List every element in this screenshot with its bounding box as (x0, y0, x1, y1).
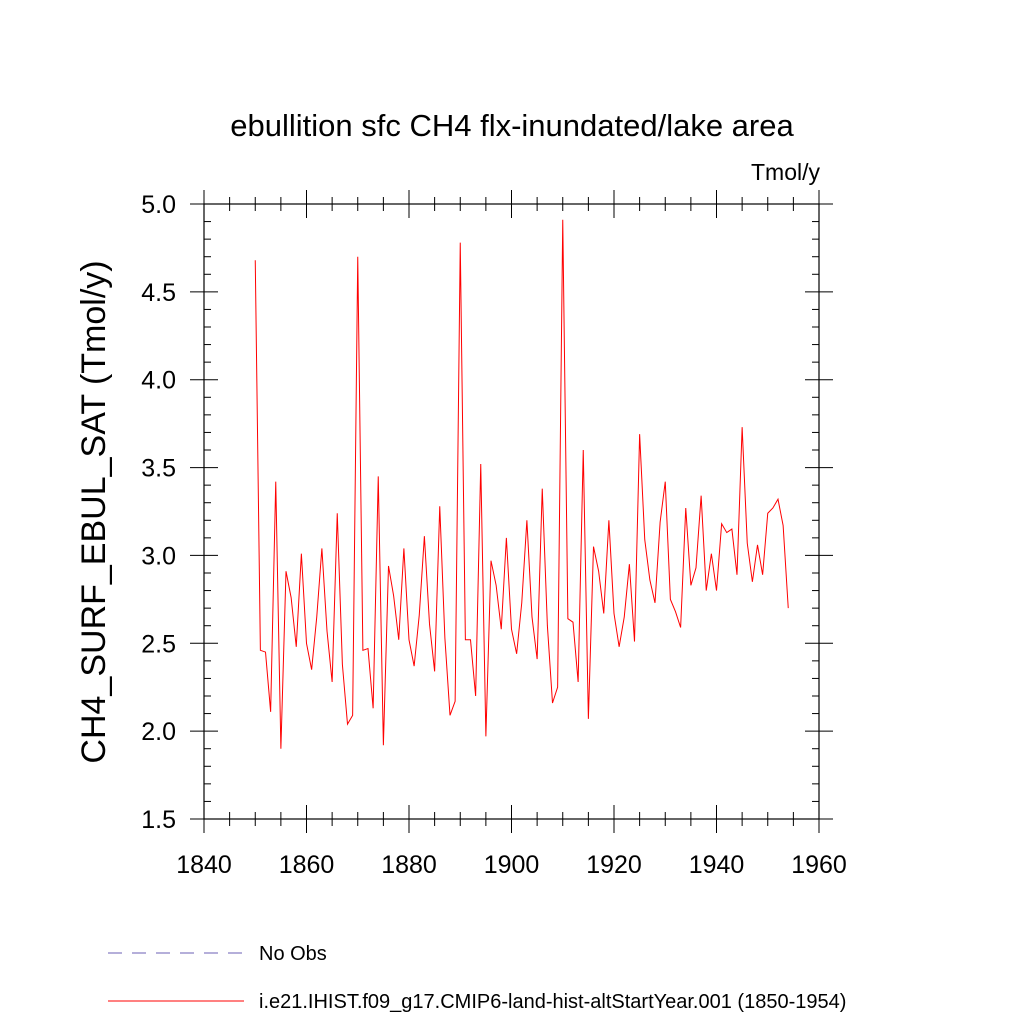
axis-tick-labels: 1840 1860 1880 1900 1920 1940 1960 1.5 2.0 2.5 3.0… (141, 191, 847, 879)
y-tick-label: 4.0 (141, 367, 176, 395)
x-tick-label: 1900 (484, 851, 540, 879)
y-tick-label: 1.5 (141, 806, 176, 834)
legend: No Obs i.e21.IHIST.f09_g17.CMIP6-land-his… (108, 943, 846, 1013)
y-tick-label: 2.0 (141, 718, 176, 746)
x-tick-label: 1860 (279, 851, 335, 879)
x-tick-label: 1880 (381, 851, 437, 879)
chart-title: ebullition sfc CH4 flx-inundated/lake ar… (230, 108, 794, 143)
units-label: Tmol/y (751, 159, 821, 185)
x-tick-label: 1940 (689, 851, 745, 879)
legend-label: No Obs (259, 943, 327, 965)
y-tick-label: 2.5 (141, 630, 176, 658)
y-tick-label: 3.0 (141, 542, 176, 570)
x-tick-label: 1960 (791, 851, 847, 879)
y-axis-label: CH4_SURF_EBUL_SAT (Tmol/y) (75, 260, 113, 763)
x-tick-label: 1920 (586, 851, 642, 879)
y-tick-label: 3.5 (141, 455, 176, 483)
series-line (254, 219, 789, 749)
plot-series (254, 219, 789, 749)
y-tick-label: 4.5 (141, 279, 176, 307)
x-tick-label: 1840 (176, 851, 232, 879)
plot-frame (203, 203, 820, 820)
axis-ticks (190, 190, 833, 833)
y-tick-label: 5.0 (141, 191, 176, 219)
legend-label: i.e21.IHIST.f09_g17.CMIP6-land-hist-altS… (259, 991, 846, 1013)
